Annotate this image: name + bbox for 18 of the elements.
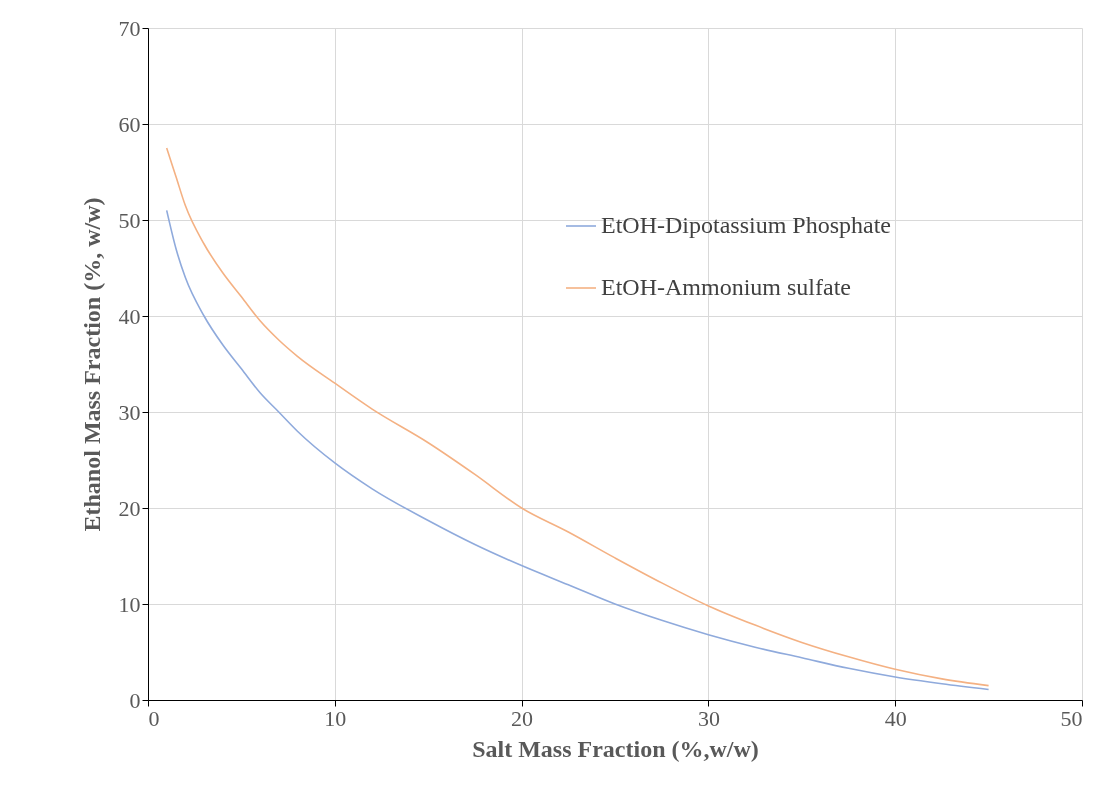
x-axis-title: Salt Mass Fraction (%,w/w) [472,735,759,762]
legend-label: EtOH-Ammonium sulfate [601,274,851,300]
x-tick-label: 20 [511,705,534,731]
y-tick-label: 40 [118,303,141,329]
legend-label: EtOH-Dipotassium Phosphate [601,212,891,238]
y-tick-label: 0 [129,687,141,713]
x-tick-label: 40 [884,705,907,731]
x-tick-label: 30 [697,705,720,731]
y-axis-title: Ethanol Mass Fraction (%, w/w) [78,197,105,532]
x-tick-label: 0 [148,705,160,731]
x-tick-label: 50 [1060,705,1083,731]
y-tick-label: 70 [118,15,141,41]
y-tick-label: 10 [118,591,141,617]
y-tick-label: 60 [118,111,141,137]
y-tick-label: 30 [118,399,141,425]
y-tick-label: 50 [118,207,141,233]
x-tick-label: 10 [324,705,347,731]
y-tick-label: 20 [118,495,141,521]
